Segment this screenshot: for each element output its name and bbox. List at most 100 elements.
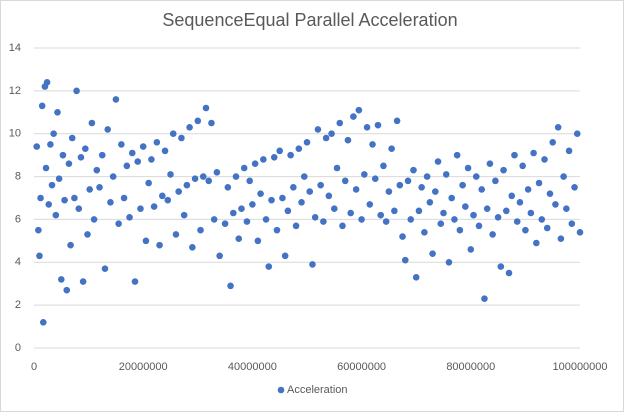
point [538,216,546,223]
point [224,183,232,191]
point [186,123,193,131]
point [202,104,210,112]
y-tick-label: 12 [9,85,21,97]
point [42,164,50,172]
point [150,203,158,210]
point [71,194,78,202]
point [38,102,46,110]
point [341,177,349,185]
point [68,134,76,142]
point [516,198,524,206]
point [262,216,270,223]
point [314,126,322,133]
point [221,220,229,228]
point [543,224,551,232]
point [47,141,54,148]
chart-title: SequenceEqual Parallel Acceleration [162,10,457,30]
point [311,213,319,221]
x-tick-label: 100000000 [552,361,607,373]
point [194,117,202,125]
y-tick-label: 0 [15,342,21,354]
point [434,158,442,165]
point [290,183,297,191]
point [560,173,567,180]
point [489,231,496,238]
point [527,209,535,217]
point [492,177,499,185]
point [530,149,537,157]
point [199,173,207,180]
point [576,228,584,236]
point [148,156,155,163]
point [227,282,234,290]
point [260,156,267,163]
point [333,164,341,172]
point [546,190,554,198]
point [437,220,445,228]
point [573,130,581,138]
point [249,201,256,208]
point [82,145,89,153]
point [178,134,185,142]
point [339,222,346,230]
x-tick-label: 20000000 [119,361,168,373]
point [139,143,147,150]
point [462,203,469,210]
point [552,201,559,208]
y-tick-label: 10 [9,128,21,140]
point [336,119,344,127]
point [317,181,324,189]
point [380,162,387,170]
point [426,198,434,206]
point [401,256,409,264]
point [557,235,565,243]
point [240,164,248,172]
point [382,218,390,225]
point [246,177,253,185]
point [568,220,576,228]
point [472,173,480,180]
point [131,278,139,285]
point [33,143,41,150]
point [43,78,51,86]
point [429,250,436,258]
point [418,183,425,191]
point [320,218,327,225]
point [180,211,188,219]
point [371,175,379,183]
point [352,186,360,193]
point [36,252,43,260]
point [535,179,543,187]
point [45,201,53,208]
point [533,239,540,247]
point [464,164,472,172]
point [96,183,103,191]
point [88,119,96,127]
point [478,186,486,193]
point [175,188,182,195]
point [268,196,275,204]
point [415,207,423,215]
point [453,151,461,159]
x-tick-label: 60000000 [337,361,386,373]
point [404,177,412,185]
point [412,273,420,281]
point [172,231,180,238]
point [511,151,518,159]
point [396,181,404,189]
point [565,147,573,155]
point [257,190,264,198]
point [541,156,548,163]
point [549,138,556,146]
point [169,130,177,138]
point [369,141,376,148]
point [273,226,281,234]
point [59,151,67,159]
point [243,218,251,225]
point [456,226,464,234]
point [238,205,245,213]
point [61,196,68,204]
point [295,145,303,153]
point [128,149,136,157]
